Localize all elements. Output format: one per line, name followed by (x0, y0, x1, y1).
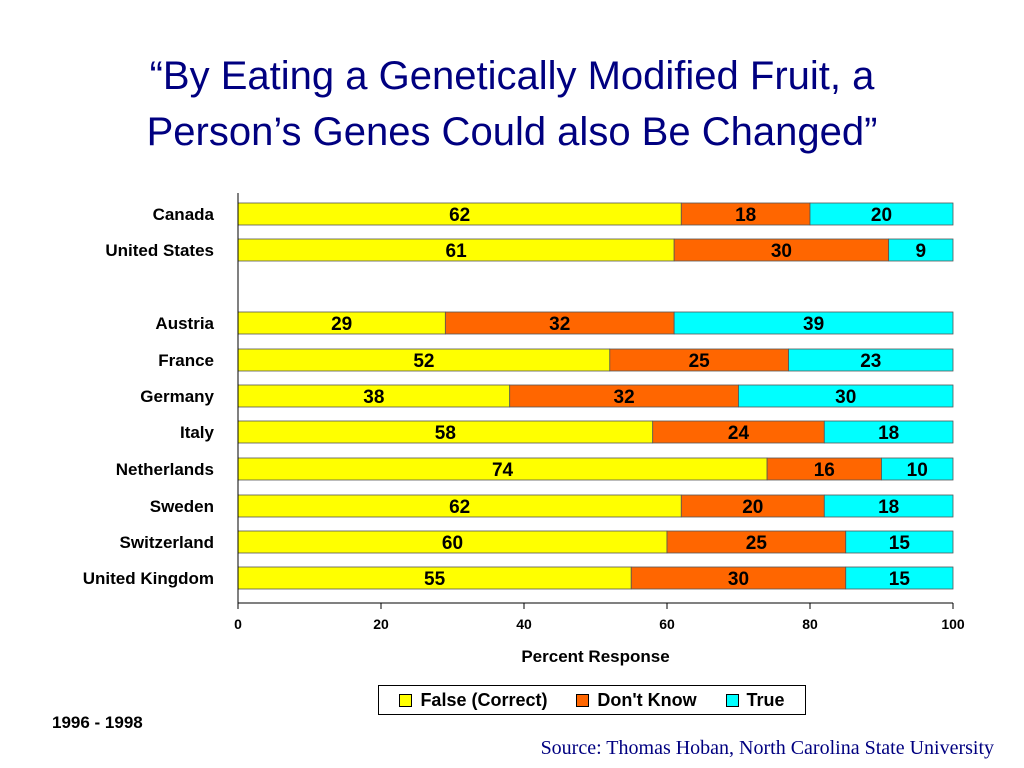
data-label-netherlands-false-correct: 74 (492, 460, 514, 481)
x-tick-label-0: 0 (234, 616, 242, 632)
legend-label-false-correct: False (Correct) (420, 689, 548, 710)
x-tick-label-100: 100 (941, 616, 965, 632)
data-label-france-true: 23 (860, 351, 881, 372)
data-label-united-kingdom-false-correct: 55 (424, 569, 446, 590)
bar-austria-true (673, 311, 954, 335)
data-label-switzerland-don-t-know: 25 (746, 533, 768, 554)
chart-title-line-2: Person’s Genes Could also Be Changed” (146, 110, 878, 154)
data-label-italy-true: 18 (878, 423, 899, 444)
category-label-netherlands: Netherlands (116, 460, 214, 479)
category-label-sweden: Sweden (150, 497, 214, 516)
bar-netherlands-true (881, 457, 954, 481)
source-citation: Source: Thomas Hoban, North Carolina Sta… (540, 737, 994, 759)
category-label-united-kingdom: United Kingdom (83, 569, 214, 588)
category-label-france: France (158, 351, 214, 370)
data-label-sweden-true: 18 (878, 497, 899, 518)
data-label-canada-don-t-know: 18 (735, 205, 756, 226)
legend-swatch-false-correct (399, 693, 413, 707)
data-label-switzerland-false-correct: 60 (442, 533, 463, 554)
category-label-germany: Germany (140, 387, 214, 406)
data-label-united-states-true: 9 (916, 241, 927, 262)
data-label-sweden-don-t-know: 20 (742, 497, 763, 518)
legend-label-dont-know: Don't Know (597, 689, 697, 710)
data-label-italy-false-correct: 58 (435, 423, 456, 444)
legend-swatch-true (725, 693, 739, 707)
data-label-united-kingdom-don-t-know: 30 (728, 569, 749, 590)
data-label-united-kingdom-true: 15 (889, 569, 911, 590)
x-axis-title: Percent Response (521, 647, 669, 666)
data-label-united-states-false-correct: 61 (446, 241, 468, 262)
bar-switzerland-true (845, 530, 954, 554)
category-label-switzerland: Switzerland (120, 533, 214, 552)
legend-item-dont-know: Don't Know (576, 689, 697, 711)
chart-title: “By Eating a Genetically Modified Fruit,… (0, 48, 1024, 160)
data-label-austria-true: 39 (803, 314, 824, 335)
category-label-united-states: United States (105, 241, 214, 260)
data-label-italy-don-t-know: 24 (728, 423, 750, 444)
data-label-france-don-t-know: 25 (689, 351, 711, 372)
bar-united-states-true (888, 238, 954, 262)
data-label-germany-true: 30 (835, 387, 856, 408)
bar-france-true (788, 348, 954, 372)
x-tick-label-60: 60 (659, 616, 675, 632)
category-label-austria: Austria (155, 314, 214, 333)
chart-legend: False (Correct) Don't Know True (378, 685, 806, 715)
bar-germany-true (738, 384, 954, 408)
x-tick-label-20: 20 (373, 616, 389, 632)
data-label-germany-false-correct: 38 (363, 387, 384, 408)
data-label-austria-don-t-know: 32 (549, 314, 570, 335)
data-label-france-false-correct: 52 (413, 351, 434, 372)
category-label-italy: Italy (180, 423, 215, 442)
x-tick-label-80: 80 (802, 616, 818, 632)
legend-swatch-dont-know (576, 693, 590, 707)
x-tick-label-40: 40 (516, 616, 532, 632)
bar-united-kingdom-true (845, 566, 954, 590)
data-label-germany-don-t-know: 32 (614, 387, 635, 408)
bar-sweden-true (823, 494, 954, 518)
legend-label-true: True (746, 689, 785, 710)
bar-canada-true (809, 202, 954, 226)
data-label-united-states-don-t-know: 30 (771, 241, 792, 262)
data-label-switzerland-true: 15 (889, 533, 911, 554)
data-label-netherlands-true: 10 (907, 460, 928, 481)
data-label-canada-true: 20 (871, 205, 892, 226)
data-label-sweden-false-correct: 62 (449, 497, 470, 518)
survey-period: 1996 - 1998 (52, 713, 143, 732)
chart-title-line-1: “By Eating a Genetically Modified Fruit,… (149, 54, 875, 98)
category-label-canada: Canada (153, 205, 215, 224)
data-label-netherlands-don-t-know: 16 (814, 460, 835, 481)
legend-item-false-correct: False (Correct) (399, 690, 547, 711)
legend-item-true: True (725, 689, 785, 711)
bar-italy-true (823, 420, 954, 444)
data-label-austria-false-correct: 29 (331, 314, 352, 335)
data-label-canada-false-correct: 62 (449, 205, 470, 226)
